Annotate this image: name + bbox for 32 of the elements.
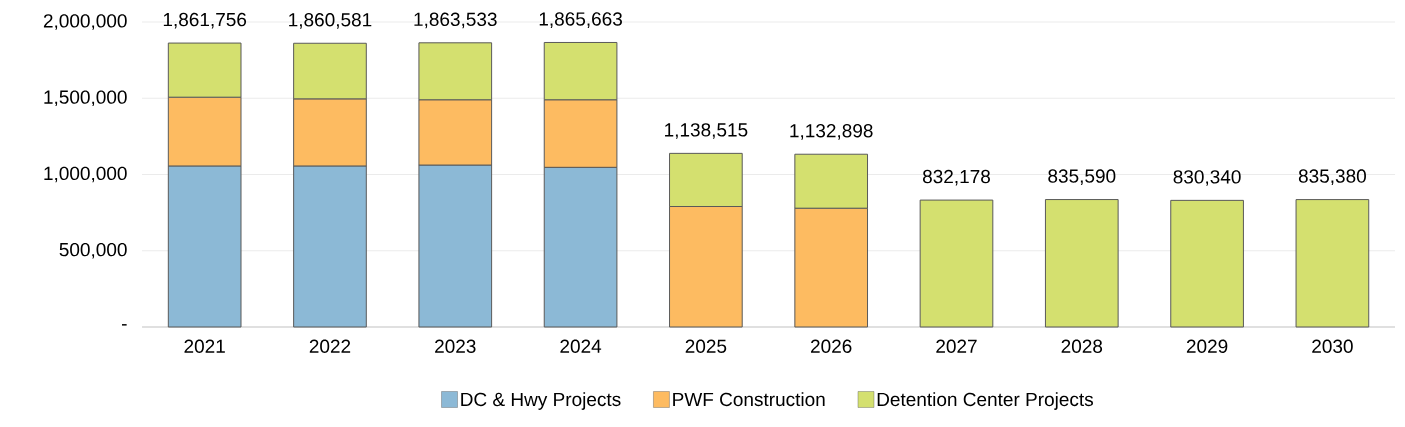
total-label: 1,132,898 <box>790 123 873 140</box>
total-label: 1,138,515 <box>665 123 748 139</box>
y-tick-label: 500,000 <box>59 242 127 259</box>
y-tick-label: 1,000,000 <box>44 166 127 183</box>
x-tick-label: 2026 <box>811 339 852 353</box>
x-tick-label: 2022 <box>309 339 351 353</box>
total-label: 830,340 <box>1173 170 1241 186</box>
y-tick-label: 1,500,000 <box>44 90 127 107</box>
total-label: 1,860,581 <box>289 13 372 29</box>
y-tick-label: - <box>122 324 127 326</box>
x-tick-label: 2029 <box>1186 339 1228 353</box>
y-tick-label: 2,000,000 <box>43 14 127 30</box>
x-tick-label: 2028 <box>1061 339 1103 353</box>
total-label: 1,865,663 <box>539 12 622 28</box>
legend-label: PWF Construction <box>673 392 825 407</box>
bar <box>1044 199 1119 328</box>
bar <box>919 199 994 328</box>
total-label: 835,380 <box>1298 169 1366 186</box>
x-tick-label: 2024 <box>560 339 602 353</box>
x-tick-label: 2021 <box>184 339 225 353</box>
legend-label: DC & Hwy Projects <box>461 392 621 410</box>
total-label: 1,861,756 <box>163 12 247 29</box>
bar <box>1295 199 1370 328</box>
x-tick-label: 2023 <box>435 339 476 353</box>
total-label: 1,863,533 <box>414 12 497 29</box>
bar <box>1170 199 1244 328</box>
total-label: 835,590 <box>1048 169 1116 186</box>
x-tick-label: 2025 <box>685 339 727 353</box>
x-tick-label: 2030 <box>1312 339 1353 353</box>
legend-label: Detention Center Projects <box>877 392 1094 410</box>
x-tick-label: 2027 <box>936 339 977 353</box>
total-label: 832,178 <box>922 169 990 186</box>
